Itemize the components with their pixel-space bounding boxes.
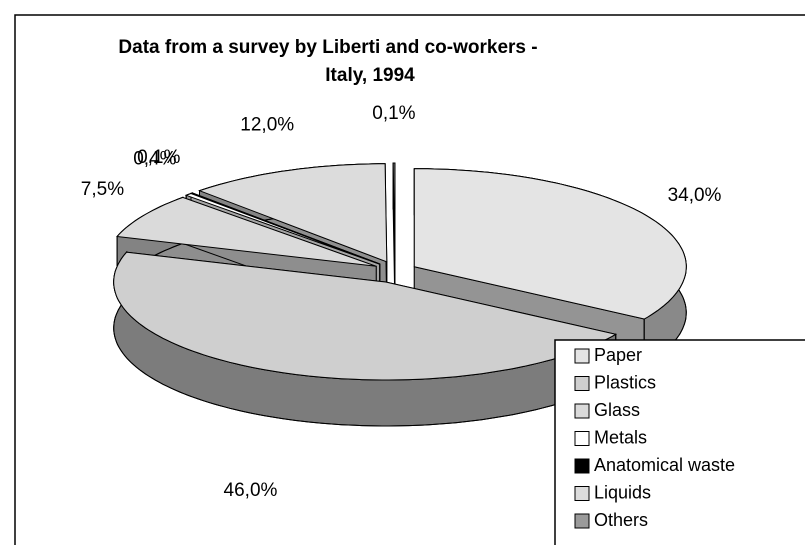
chart-subtitle: Italy, 1994 [325, 65, 415, 86]
data-label: 12,0% [240, 114, 294, 135]
data-label: 34,0% [668, 185, 722, 206]
legend-swatch [574, 486, 590, 501]
legend: Paper Plastics Glass Metals Anatomical waste… [574, 345, 735, 530]
legend-label: Anatomical waste [594, 455, 735, 475]
slice-top [184, 192, 380, 265]
legend-box [554, 339, 805, 545]
legend-label: Plastics [594, 372, 656, 392]
slice-top [116, 196, 377, 267]
legend-label: Metals [594, 427, 647, 447]
legend-swatch [574, 513, 590, 529]
legend-swatch [574, 431, 590, 446]
slice-top [392, 162, 396, 262]
data-label: 0,1% [137, 147, 180, 168]
legend-swatch [574, 348, 590, 364]
legend-swatch [574, 458, 590, 474]
data-label: 7,5% [81, 179, 124, 200]
slice-top [413, 168, 687, 320]
data-label: 46,0% [224, 480, 278, 501]
legend-label: Liquids [594, 482, 651, 502]
legend-label: Glass [594, 400, 640, 420]
legend-label: Paper [594, 345, 642, 365]
legend-label: Others [594, 510, 648, 530]
legend-swatch [574, 403, 590, 419]
data-label: 0,4% [133, 149, 176, 170]
data-label: 0,1% [372, 103, 415, 124]
labels: 34,0%46,0%7,5%0,4%0,1%12,0%0,1% [81, 103, 722, 501]
slice-top [113, 251, 618, 381]
slice-top [198, 163, 388, 263]
chart-title: Data from a survey by Liberti and co-wor… [118, 37, 537, 58]
legend-swatch [574, 376, 590, 391]
